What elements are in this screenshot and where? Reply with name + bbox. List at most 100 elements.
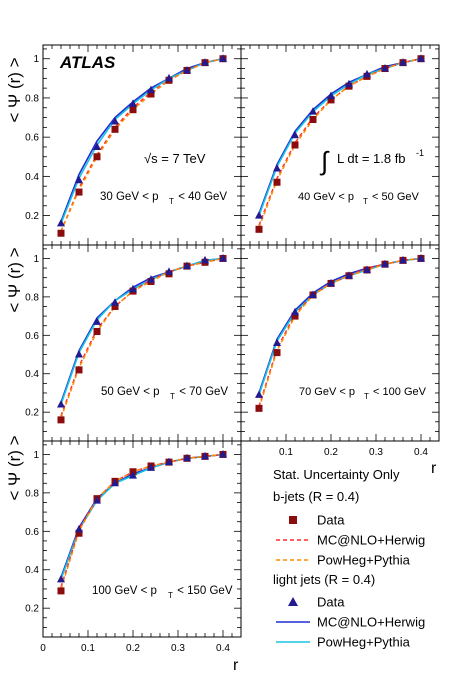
data-point-light [57, 218, 65, 227]
data-point-b [291, 141, 299, 149]
data-point-b [255, 225, 263, 233]
data-point-light [201, 58, 209, 66]
legend-entry: PowHeg+Pythia [276, 553, 411, 568]
y-tick-label: 1 [33, 450, 39, 461]
pt-label-30-40-tail: < 40 GeV [175, 191, 227, 203]
data-point-light [201, 451, 209, 460]
legend-label: MC@NLO+Herwig [317, 533, 425, 548]
data-point-light [345, 271, 353, 279]
pt-label-100-150-tail: < 150 GeV [174, 585, 233, 597]
data-point-light [165, 457, 173, 466]
data-point-light [273, 164, 281, 172]
legend-label: PowHeg+Pythia [317, 553, 411, 568]
data-point-light [291, 130, 299, 139]
legend-square-marker [289, 516, 297, 524]
data-point-light [309, 107, 317, 115]
panel-30-40: 0.2 0.4 0.6 0.8 1 [25, 44, 242, 246]
series-line [60, 57, 224, 232]
legend-entry: PowHeg+Pythia [276, 635, 411, 650]
data-point-light [93, 142, 101, 150]
x-tick-label: 0.4 [216, 643, 230, 654]
data-point-light [183, 261, 191, 270]
y-axis-title-row1: < Ψ (r) > [5, 57, 24, 122]
data-point-light [147, 85, 155, 94]
lumi-exponent: -1 [416, 148, 424, 158]
data-point-light [273, 338, 281, 346]
panel-frame [42, 244, 242, 442]
x-tick-label: 0.4 [414, 447, 428, 458]
data-point-light [363, 265, 371, 273]
data-point-b [57, 587, 65, 595]
data-point-b [291, 312, 299, 320]
lumi-text: L dt = 1.8 fb [337, 151, 406, 166]
legend-entry: MC@NLO+Herwig [276, 615, 425, 630]
y-tick-label: 1 [33, 254, 39, 265]
data-point-light [111, 298, 119, 306]
data-point-light [201, 255, 209, 264]
panel-50-70: 0.2 0.4 0.6 0.8 1 [25, 244, 242, 442]
energy-label: √s = 7 TeV [144, 151, 206, 166]
y-axis-title-row2: < Ψ (r) > [5, 247, 24, 312]
data-point-b [273, 178, 281, 186]
pt-label-50-70: 50 GeV < p T < 70 GeV [101, 386, 228, 401]
series-line [60, 257, 224, 405]
x-tick-label: 0.1 [81, 643, 95, 654]
x-tick-label: 0 [40, 643, 46, 654]
data-point-b [57, 416, 65, 424]
series-line [60, 57, 224, 232]
data-point-light [183, 453, 191, 462]
data-point-light [111, 116, 119, 125]
panel-100-150: 0.2 0.4 0.6 0.8 1 0 0.1 0.2 0.3 0.4 [25, 440, 242, 654]
x-axis-title-right: r [431, 460, 437, 477]
data-point-light [129, 471, 137, 479]
luminosity-label: ∫ L dt = 1.8 fb -1 [319, 146, 424, 176]
pt-label-70-100-tail: < 100 GeV [370, 386, 427, 398]
data-point-light [75, 350, 83, 358]
x-tick-label: 0.2 [126, 643, 140, 654]
legend-entry: MC@NLO+Herwig [276, 533, 425, 548]
data-point-light [75, 175, 83, 184]
data-point-b [57, 229, 65, 237]
y-tick-label: 0.2 [25, 408, 39, 419]
data-point-light [75, 524, 83, 533]
y-tick-label: 1 [33, 54, 39, 65]
pt-label-50-70-tail: < 70 GeV [176, 386, 228, 398]
series-line [258, 57, 422, 214]
data-point-b [93, 327, 101, 335]
data-point-b [75, 529, 83, 537]
data-point-light [57, 399, 65, 408]
y-tick-label: 0.6 [25, 133, 39, 144]
legend-light-header: light jets (R = 0.4) [273, 572, 375, 587]
data-point-light [255, 211, 263, 219]
pt-label-50-70-sub: T [170, 392, 175, 401]
data-point-light [381, 64, 389, 72]
y-tick-label: 0.2 [25, 211, 39, 222]
y-tick-label: 0.6 [25, 527, 39, 538]
data-point-light [93, 496, 101, 504]
legend-label: Data [317, 595, 345, 610]
x-tick-label: 0.3 [369, 447, 383, 458]
pt-label-100-150: 100 GeV < p T < 150 GeV [92, 585, 233, 600]
data-point-light [111, 478, 119, 487]
data-point-light [183, 65, 191, 74]
legend-triangle-marker [288, 597, 298, 606]
data-point-b [111, 302, 119, 310]
pt-label-50-70-text: 50 GeV < p [101, 386, 160, 398]
data-point-b [93, 153, 101, 161]
y-tick-label: 0.2 [25, 604, 39, 615]
series-line [258, 257, 422, 394]
legend-label: Data [317, 513, 345, 528]
data-point-light [93, 317, 101, 325]
y-axis-title-row3: < Ψ (r) > [5, 435, 24, 500]
y-tick-label: 0.4 [25, 172, 39, 183]
data-point-light [165, 267, 173, 275]
pt-label-100-150-sub: T [168, 591, 173, 600]
data-point-b [75, 188, 83, 196]
pt-label-40-50-tail: < 50 GeV [369, 191, 420, 203]
y-tick-label: 0.8 [25, 93, 39, 104]
series-line [60, 453, 224, 590]
data-point-b [129, 106, 137, 114]
y-tick-label: 0.8 [25, 292, 39, 303]
x-axis-title-bottom: r [233, 657, 239, 674]
pt-label-30-40-text: 30 GeV < p [100, 191, 159, 203]
